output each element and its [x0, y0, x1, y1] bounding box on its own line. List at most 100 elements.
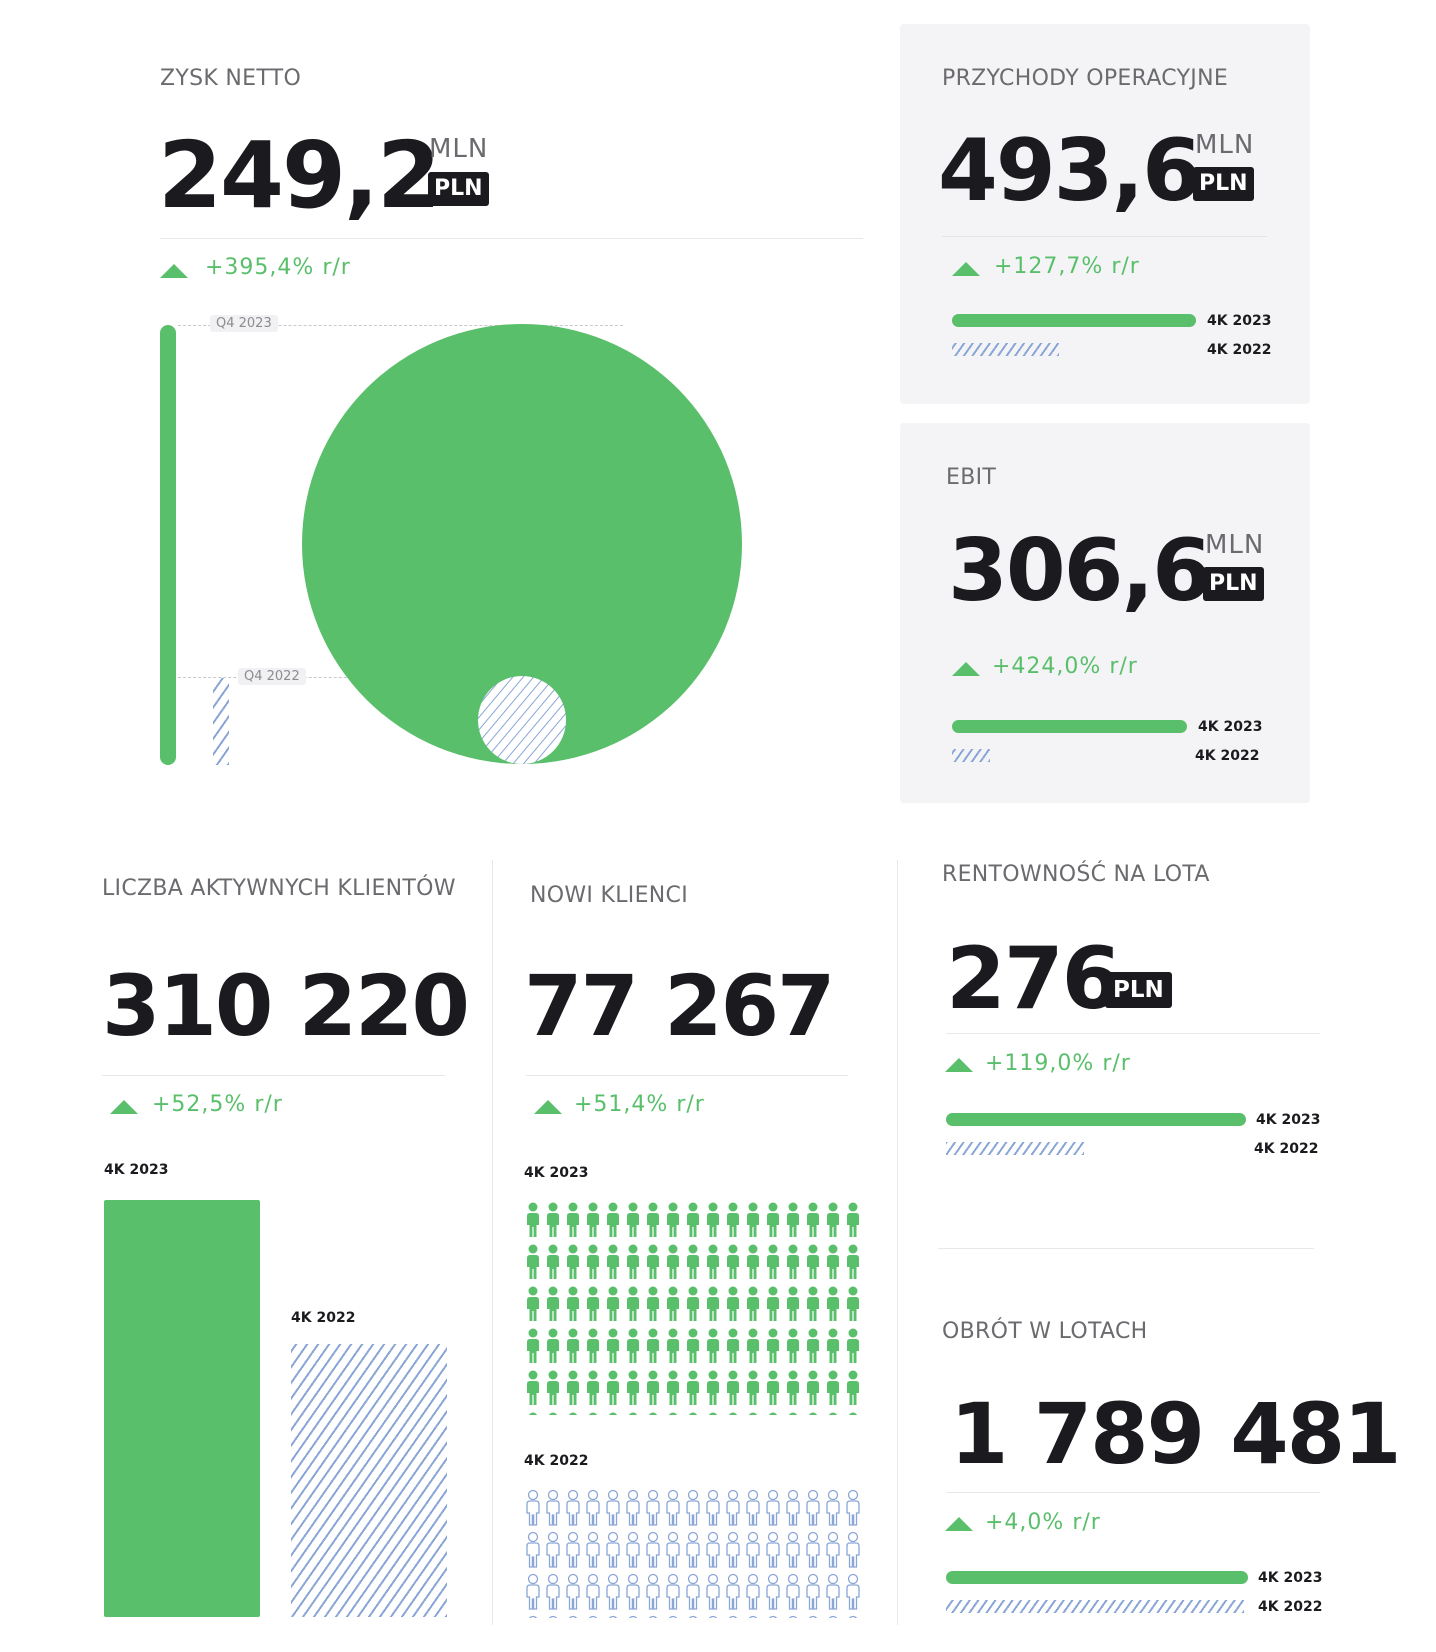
- person-icon: [607, 1286, 619, 1321]
- person-icon: [606, 1573, 620, 1610]
- person-icon: [728, 1615, 738, 1618]
- person-icon: [727, 1244, 739, 1279]
- person-icon: [828, 1615, 838, 1618]
- operating-revenue-currency-badge: PLN: [1193, 167, 1254, 201]
- new-clients-icons-2023: [527, 1202, 859, 1415]
- triangle-up-icon: [952, 662, 980, 676]
- person-icon: [546, 1531, 560, 1568]
- person-icon: [827, 1370, 839, 1405]
- person-icon: [787, 1244, 799, 1279]
- person-icon: [647, 1244, 659, 1279]
- person-icon: [766, 1489, 780, 1526]
- divider: [942, 236, 1267, 237]
- circle-q4-2023: [302, 324, 742, 764]
- person-icon: [647, 1286, 659, 1321]
- lot-turnover-change: +4,0% r/r: [985, 1510, 1101, 1535]
- person-icon: [627, 1202, 639, 1237]
- triangle-up-icon: [534, 1100, 562, 1114]
- person-icon: [628, 1412, 638, 1415]
- lot-turnover-bar-2023: [946, 1571, 1248, 1584]
- active-clients-label: LICZBA AKTYWNYCH KLIENTÓW: [102, 876, 456, 901]
- operating-revenue-unit-scale: MLN: [1195, 130, 1255, 160]
- person-icon: [807, 1328, 819, 1363]
- person-icon: [747, 1328, 759, 1363]
- profit-per-lot-bar-2023: [946, 1113, 1246, 1126]
- person-icon: [707, 1328, 719, 1363]
- person-icon: [726, 1573, 740, 1610]
- person-icon: [727, 1370, 739, 1405]
- person-icon: [767, 1202, 779, 1237]
- net-profit-change: +395,4% r/r: [205, 255, 351, 280]
- person-icon: [527, 1244, 539, 1279]
- person-icon: [527, 1286, 539, 1321]
- person-icon: [727, 1328, 739, 1363]
- operating-revenue-value: 493,6: [938, 121, 1202, 221]
- person-icon: [767, 1328, 779, 1363]
- person-icon: [787, 1202, 799, 1237]
- person-icon: [786, 1531, 800, 1568]
- person-icon: [567, 1202, 579, 1237]
- triangle-up-icon: [110, 1100, 138, 1114]
- guide-line-2023: [178, 325, 623, 326]
- divider: [102, 1075, 445, 1076]
- person-icon: [847, 1202, 859, 1237]
- lot-turnover-value: 1 789 481: [950, 1385, 1402, 1483]
- person-icon: [567, 1286, 579, 1321]
- person-icon: [668, 1615, 678, 1618]
- person-icon: [606, 1489, 620, 1526]
- person-icon: [826, 1489, 840, 1526]
- person-icon: [746, 1531, 760, 1568]
- person-icon: [767, 1286, 779, 1321]
- net-profit-tag-2022: Q4 2022: [238, 668, 306, 685]
- person-icon: [647, 1370, 659, 1405]
- ebit-label-2022: 4K 2022: [1195, 748, 1260, 764]
- person-icon: [707, 1286, 719, 1321]
- active-clients-label-2023: 4K 2023: [104, 1162, 169, 1178]
- person-icon: [827, 1244, 839, 1279]
- person-icon: [766, 1573, 780, 1610]
- profit-per-lot-label: RENTOWNOŚĆ NA LOTA: [942, 862, 1210, 887]
- person-icon: [806, 1573, 820, 1610]
- person-icon: [668, 1412, 678, 1415]
- operating-revenue-bar-2023: [952, 314, 1196, 327]
- person-icon: [586, 1573, 600, 1610]
- operating-revenue-card: [900, 24, 1310, 404]
- person-icon: [528, 1615, 538, 1618]
- person-icon: [647, 1202, 659, 1237]
- lot-turnover-label: OBRÓT W LOTACH: [942, 1319, 1148, 1344]
- divider: [160, 238, 863, 239]
- person-icon: [806, 1489, 820, 1526]
- person-icon: [788, 1615, 798, 1618]
- active-clients-bar-2023: [104, 1200, 260, 1617]
- person-icon: [647, 1328, 659, 1363]
- ebit-label: EBIT: [946, 465, 997, 490]
- ebit-value: 306,6: [948, 521, 1212, 621]
- person-icon: [528, 1412, 538, 1415]
- person-icon: [667, 1202, 679, 1237]
- person-icon: [547, 1328, 559, 1363]
- person-icon: [667, 1328, 679, 1363]
- ebit-bar-2022: [952, 749, 990, 762]
- person-icon: [687, 1286, 699, 1321]
- lot-turnover-label-2023: 4K 2023: [1258, 1570, 1323, 1586]
- person-icon: [667, 1244, 679, 1279]
- person-icon: [568, 1412, 578, 1415]
- active-clients-change: +52,5% r/r: [152, 1092, 283, 1117]
- person-icon: [848, 1412, 858, 1415]
- person-icon: [807, 1202, 819, 1237]
- person-icon: [527, 1328, 539, 1363]
- person-icon: [767, 1244, 779, 1279]
- person-icon: [787, 1286, 799, 1321]
- person-icon: [846, 1573, 860, 1610]
- person-icon: [546, 1573, 560, 1610]
- person-icon: [606, 1531, 620, 1568]
- person-icon: [627, 1286, 639, 1321]
- person-icon: [847, 1244, 859, 1279]
- person-icon: [687, 1244, 699, 1279]
- divider: [946, 1033, 1320, 1034]
- person-icon: [846, 1489, 860, 1526]
- ebit-card: [900, 423, 1310, 803]
- person-icon: [807, 1244, 819, 1279]
- divider: [946, 1492, 1320, 1493]
- person-icon: [648, 1615, 658, 1618]
